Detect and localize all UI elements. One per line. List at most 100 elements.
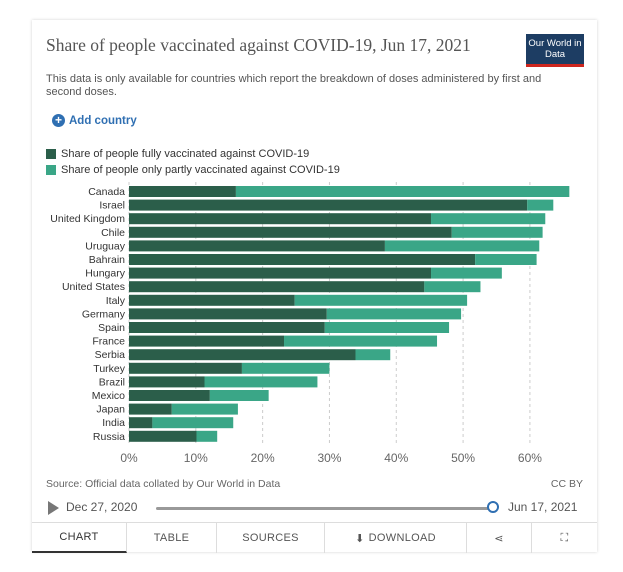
license-link[interactable]: CC BY [550, 478, 583, 490]
timeline-handle[interactable] [487, 501, 499, 513]
category-label: India [102, 417, 125, 429]
category-label: Turkey [93, 363, 125, 375]
bar-fully[interactable] [129, 199, 528, 211]
x-tick-label: 40% [384, 451, 408, 465]
bar-partly[interactable] [171, 403, 238, 415]
tab-sources-label: SOURCES [242, 532, 299, 544]
category-label: Mexico [92, 390, 125, 402]
bar-fully[interactable] [129, 308, 327, 320]
bar-fully[interactable] [129, 186, 236, 197]
bar-partly[interactable] [384, 240, 540, 252]
bar-partly[interactable] [294, 294, 468, 306]
legend-swatch-partly [46, 165, 56, 175]
bar-partly[interactable] [326, 308, 462, 320]
tab-bar: CHART TABLE SOURCES ⬇ DOWNLOAD ⋖ ⛶ [32, 522, 597, 553]
timeline-end-date: Jun 17, 2021 [508, 500, 578, 514]
bar-fully[interactable] [129, 281, 425, 293]
bar-fully[interactable] [129, 390, 210, 401]
bar-fully[interactable] [129, 322, 325, 333]
tab-chart-label: CHART [59, 531, 99, 543]
legend-label-fully: Share of people fully vaccinated against… [61, 148, 310, 160]
tab-table-label: TABLE [153, 532, 190, 544]
bar-partly[interactable] [431, 267, 502, 279]
bar-partly[interactable] [431, 213, 546, 225]
category-label: France [92, 336, 125, 348]
x-tick-label: 50% [451, 451, 475, 465]
play-icon[interactable] [48, 501, 59, 515]
bar-fully[interactable] [129, 226, 452, 238]
category-label: Serbia [95, 349, 126, 361]
category-label: Hungary [85, 268, 125, 280]
bar-fully[interactable] [129, 213, 432, 225]
category-label: Brazil [99, 376, 125, 388]
bar-fully[interactable] [129, 335, 285, 347]
bar-fully[interactable] [129, 254, 476, 265]
chart-subtitle: This data is only available for countrie… [46, 73, 542, 98]
chart-card: Share of people vaccinated against COVID… [32, 20, 597, 553]
category-label: Uruguay [85, 240, 125, 252]
bar-partly[interactable] [235, 186, 570, 197]
bar-partly[interactable] [241, 362, 330, 374]
bar-partly[interactable] [284, 335, 438, 347]
category-label: Chile [101, 227, 125, 239]
bar-partly[interactable] [475, 254, 537, 265]
source-note: Source: Official data collated by Our Wo… [46, 478, 281, 490]
legend: Share of people fully vaccinated against… [46, 146, 340, 178]
bar-fully[interactable] [129, 376, 205, 388]
bar-partly[interactable] [196, 430, 218, 442]
category-label: Spain [98, 322, 125, 334]
owid-logo[interactable]: Our World in Data [526, 34, 584, 67]
bar-partly[interactable] [355, 349, 391, 361]
tab-download-label: DOWNLOAD [368, 532, 436, 544]
tab-sources[interactable]: SOURCES [217, 523, 325, 553]
bar-partly[interactable] [209, 390, 269, 401]
x-tick-label: 20% [251, 451, 275, 465]
chart-title: Share of people vaccinated against COVID… [46, 35, 471, 55]
bar-partly[interactable] [152, 417, 234, 429]
bar-fully[interactable] [129, 267, 432, 279]
fullscreen-button[interactable]: ⛶ [532, 523, 597, 553]
tab-table[interactable]: TABLE [127, 523, 217, 553]
category-label: United States [62, 281, 125, 293]
x-tick-label: 60% [518, 451, 542, 465]
tab-chart[interactable]: CHART [32, 523, 127, 553]
bar-fully[interactable] [129, 403, 172, 415]
download-icon: ⬇ [355, 532, 365, 545]
bar-partly[interactable] [527, 199, 554, 211]
bar-fully[interactable] [129, 349, 356, 361]
x-tick-label: 0% [120, 451, 138, 465]
timeline-track[interactable] [156, 507, 494, 510]
x-tick-label: 30% [317, 451, 341, 465]
add-country-label: Add country [69, 114, 137, 127]
share-icon: ⋖ [494, 532, 504, 545]
category-label: Bahrain [89, 254, 125, 266]
category-label: Italy [106, 295, 126, 307]
share-button[interactable]: ⋖ [467, 523, 532, 553]
bar-partly[interactable] [204, 376, 318, 388]
bar-fully[interactable] [129, 362, 242, 374]
add-country-button[interactable]: + Add country [52, 114, 137, 127]
bar-fully[interactable] [129, 417, 153, 429]
legend-item-fully[interactable]: Share of people fully vaccinated against… [46, 146, 340, 162]
bar-fully[interactable] [129, 430, 197, 442]
category-label: Canada [88, 186, 125, 198]
plus-circle-icon: + [52, 114, 65, 127]
bar-fully[interactable] [129, 294, 295, 306]
fullscreen-icon: ⛶ [560, 531, 569, 544]
legend-swatch-fully [46, 149, 56, 159]
bar-fully[interactable] [129, 240, 385, 252]
tab-download[interactable]: ⬇ DOWNLOAD [325, 523, 467, 553]
timeline-start-date: Dec 27, 2020 [66, 500, 138, 514]
bar-partly[interactable] [451, 226, 543, 238]
category-label: Russia [93, 431, 125, 443]
category-label: Israel [99, 200, 125, 212]
category-label: United Kingdom [50, 213, 125, 225]
timeline: Dec 27, 2020 Jun 17, 2021 [46, 498, 586, 518]
bar-partly[interactable] [324, 322, 450, 333]
bar-partly[interactable] [424, 281, 481, 293]
category-label: Japan [96, 404, 125, 416]
category-label: Germany [82, 308, 126, 320]
legend-item-partly[interactable]: Share of people only partly vaccinated a… [46, 162, 340, 178]
legend-label-partly: Share of people only partly vaccinated a… [61, 164, 340, 176]
